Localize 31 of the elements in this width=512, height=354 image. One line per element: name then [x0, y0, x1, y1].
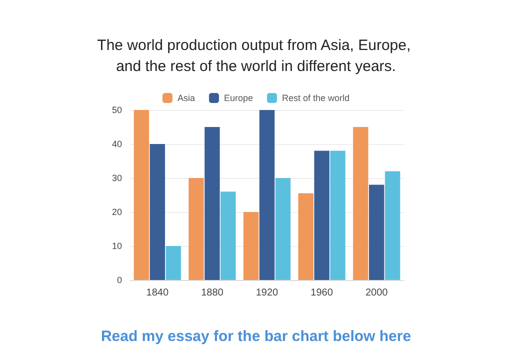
x-tick-label: 1840 [146, 288, 169, 298]
text: Read my essay for the bar chart below here [100, 328, 412, 345]
bar [134, 110, 150, 280]
bar [188, 178, 204, 280]
bar [150, 144, 165, 280]
legend-label: Rest of the world [282, 93, 350, 103]
x-tick-label: 2000 [365, 288, 388, 298]
legend-label: Asia [177, 93, 195, 103]
bar [353, 127, 368, 280]
bar [166, 246, 181, 280]
y-tick-label: 10 [112, 241, 122, 251]
x-tick-label: 1960 [310, 288, 334, 298]
x-tick-label: 1920 [256, 288, 279, 298]
bar [243, 212, 259, 280]
bar [369, 184, 384, 280]
y-tick-label: 20 [112, 207, 122, 217]
x-tick-label: 1880 [201, 288, 224, 298]
chart-title: The world production output from Asia, Europe, and the rest of the world in different years. [97, 37, 415, 75]
y-tick-label: 30 [112, 173, 122, 183]
bar [220, 192, 236, 280]
legend-label: Europe [224, 93, 254, 103]
bar [204, 127, 220, 280]
y-tick-label: 0 [116, 275, 122, 285]
bar [314, 150, 330, 280]
bar [330, 150, 346, 280]
y-tick-label: 40 [112, 139, 122, 149]
bar [259, 110, 275, 280]
bar [275, 178, 291, 280]
y-tick-label: 50 [112, 105, 122, 115]
bar [384, 171, 400, 280]
bar [298, 193, 314, 280]
